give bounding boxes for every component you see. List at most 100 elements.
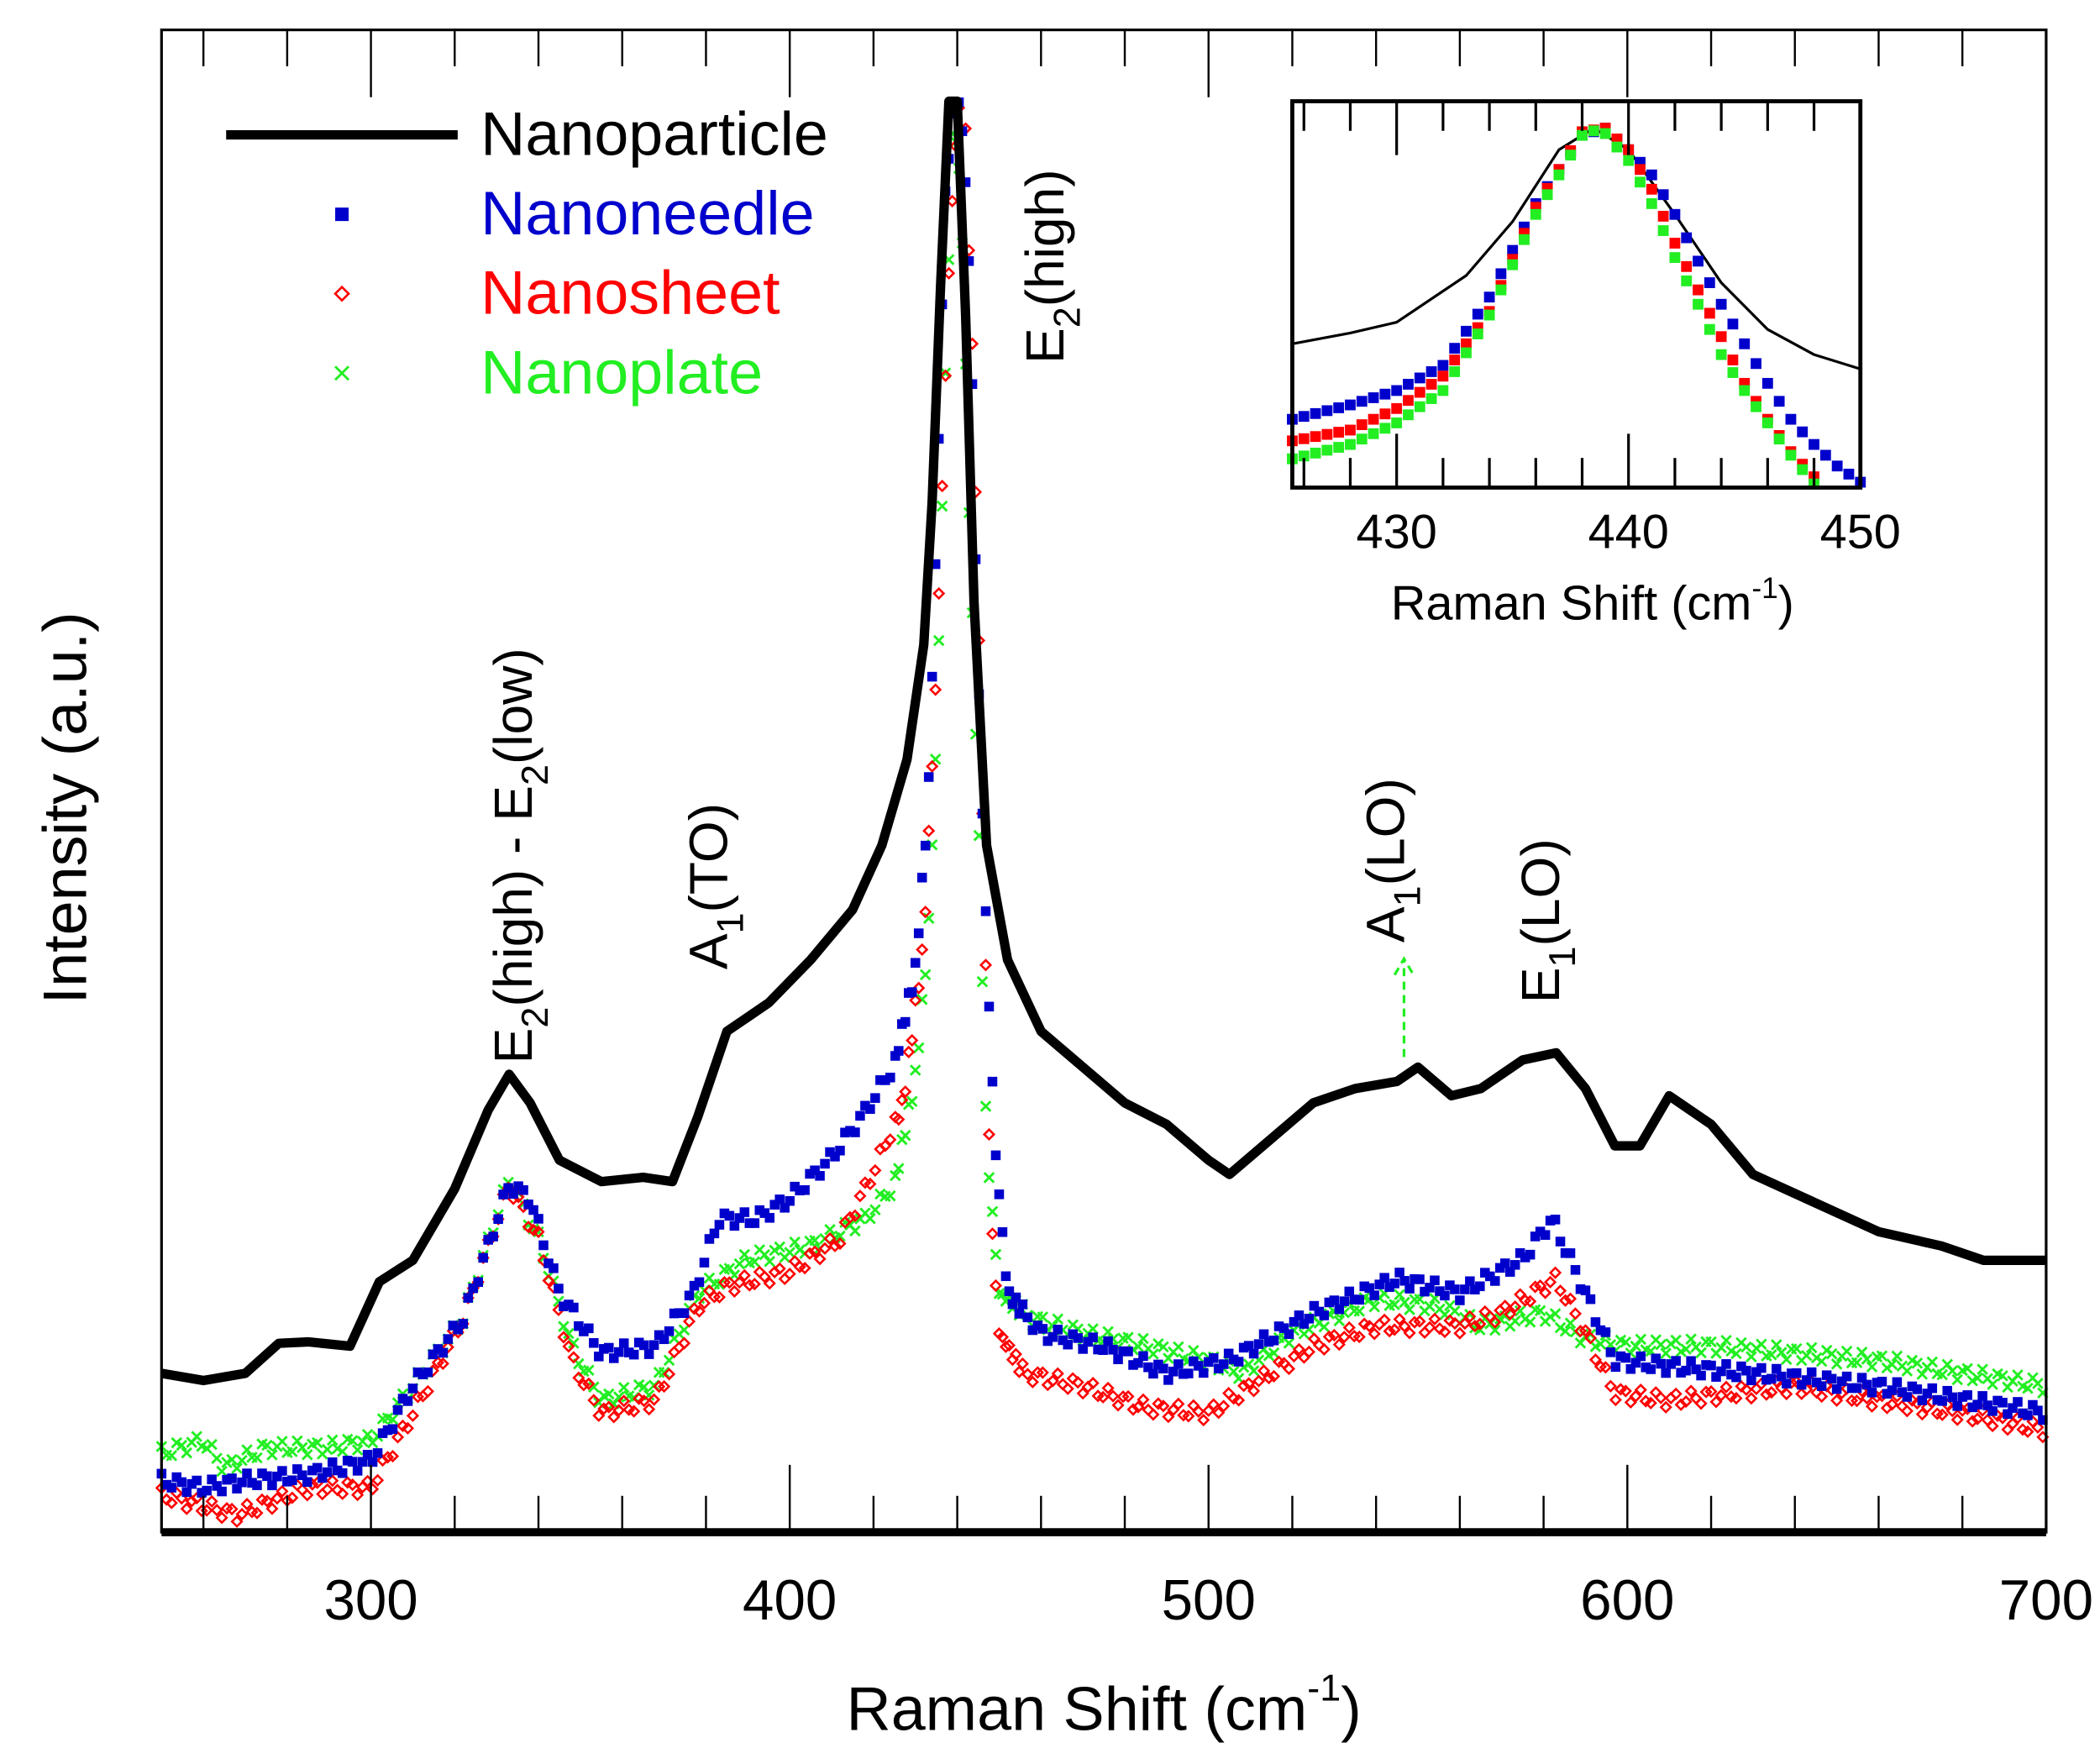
data-point — [1670, 1334, 1682, 1347]
data-point — [648, 1340, 659, 1351]
inset-data-point — [1797, 426, 1809, 438]
data-point — [638, 1394, 651, 1408]
data-point — [1841, 1371, 1852, 1382]
data-point — [242, 1468, 252, 1478]
data-point — [2003, 1409, 2013, 1420]
data-point — [778, 1272, 791, 1286]
data-point — [1399, 1296, 1410, 1309]
data-point — [362, 1450, 373, 1460]
data-point — [653, 1380, 666, 1394]
data-point — [1719, 1380, 1733, 1394]
data-point — [638, 1381, 650, 1393]
data-point — [798, 1262, 811, 1275]
inset-data-point — [1310, 431, 1321, 443]
data-point — [1805, 1341, 1818, 1354]
data-point — [357, 1457, 368, 1467]
data-point — [336, 1446, 349, 1457]
inset-data-point — [1565, 150, 1577, 161]
data-point — [230, 1515, 244, 1528]
data-point — [1428, 1312, 1441, 1326]
inset-data-point — [1519, 234, 1530, 245]
data-point — [1578, 1324, 1593, 1337]
data-point — [1992, 1395, 2003, 1406]
data-point — [1772, 1363, 1782, 1374]
data-point — [990, 1150, 1001, 1161]
data-point — [301, 1488, 314, 1502]
data-point — [1811, 1378, 1822, 1388]
data-point — [1158, 1341, 1169, 1353]
inset-data-point — [1623, 155, 1635, 166]
data-point — [1198, 1368, 1209, 1378]
data-point — [251, 1452, 263, 1464]
annotation-subscript: 1 — [1386, 885, 1429, 906]
data-point — [712, 1290, 726, 1304]
data-point — [825, 1147, 835, 1158]
inset-data-point — [1809, 438, 1819, 450]
data-point — [2021, 1425, 2034, 1439]
data-point — [186, 1478, 197, 1489]
data-point — [1133, 1357, 1143, 1368]
data-point — [932, 586, 946, 601]
data-point — [1926, 1356, 1939, 1368]
data-point — [1583, 1331, 1598, 1345]
data-point — [800, 1185, 810, 1195]
data-point — [1826, 1373, 1837, 1384]
data-point — [483, 1235, 493, 1245]
data-point — [1761, 1374, 1772, 1385]
data-point — [1935, 1408, 1949, 1421]
data-point — [714, 1220, 725, 1230]
inset-data-point — [1611, 141, 1623, 153]
data-point — [1987, 1378, 1998, 1390]
data-point — [1337, 1331, 1351, 1344]
series-nanosheet — [155, 101, 2050, 1528]
data-point — [1846, 1383, 1857, 1394]
inset-data-point — [1761, 377, 1773, 389]
data-point — [1766, 1349, 1777, 1361]
data-point — [366, 1483, 380, 1496]
data-point — [1374, 1279, 1384, 1289]
inset-data-point — [1657, 225, 1669, 236]
data-point — [1111, 1399, 1125, 1412]
data-point — [1877, 1377, 1887, 1387]
inset-data-point — [1646, 169, 1657, 181]
data-point — [909, 994, 922, 1007]
data-point — [1192, 1404, 1205, 1418]
data-point — [727, 1284, 741, 1298]
data-point — [602, 1388, 615, 1400]
data-point — [372, 1448, 383, 1458]
data-point — [386, 1449, 400, 1463]
data-point — [709, 1228, 720, 1239]
inset-data-point — [1797, 464, 1809, 475]
data-point — [411, 1390, 425, 1404]
data-point — [1885, 1398, 1899, 1411]
data-point — [307, 1465, 318, 1476]
inset-x-tick-label: 430 — [1357, 506, 1437, 559]
data-point — [689, 1280, 700, 1291]
annotation-subscript: 1 — [709, 912, 752, 933]
inset-data-point — [1773, 396, 1785, 407]
data-point — [272, 1471, 282, 1482]
data-point — [694, 1277, 705, 1288]
data-point — [312, 1462, 323, 1473]
series-nanoplate — [155, 128, 2049, 1478]
data-point — [997, 1227, 1008, 1237]
data-point — [833, 1236, 847, 1251]
data-point — [999, 1340, 1013, 1353]
data-point — [181, 1446, 193, 1459]
data-point — [1383, 1325, 1396, 1338]
data-point — [808, 1245, 822, 1258]
data-point — [1630, 1357, 1641, 1368]
data-point — [1004, 1286, 1015, 1296]
data-point — [1083, 1336, 1093, 1347]
data-point — [916, 872, 927, 883]
data-point — [1228, 1354, 1239, 1365]
data-point — [895, 1093, 909, 1107]
data-point — [1525, 1249, 1536, 1260]
data-point — [824, 1223, 836, 1236]
data-point — [906, 987, 917, 997]
data-point — [587, 1394, 601, 1407]
legend-item-nanoplate: Nanoplate — [334, 337, 763, 407]
data-point — [1208, 1353, 1219, 1363]
data-point — [1694, 1397, 1708, 1410]
data-point — [356, 1436, 369, 1447]
